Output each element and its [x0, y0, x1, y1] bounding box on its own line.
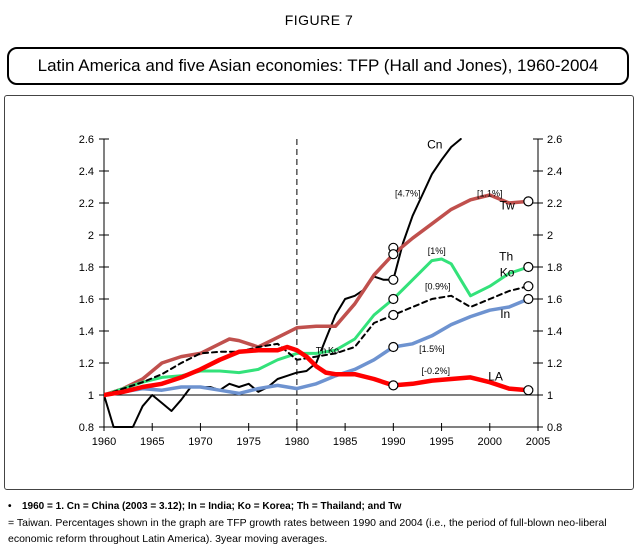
x-tick-label: 1990 — [381, 436, 405, 448]
y-tick-label-right: 2 — [547, 230, 553, 242]
y-tick-label-left: 1.2 — [79, 358, 94, 370]
data-marker-la — [523, 385, 534, 396]
data-marker-ko — [388, 309, 399, 321]
x-tick-label: 1975 — [236, 436, 260, 448]
annotation-label: Tw — [499, 198, 515, 212]
footnote-line-1-text: 1960 = 1. Cn = China (2003 = 3.12); In =… — [22, 501, 402, 512]
annotation-label: In — [500, 307, 510, 321]
x-tick-label: 1980 — [285, 436, 309, 448]
x-tick-label: 1995 — [429, 436, 453, 448]
x-tick-label: 2000 — [478, 436, 502, 448]
annotation-label: Th — [316, 345, 327, 355]
y-tick-label-left: 1.4 — [79, 326, 94, 338]
series-line-ko — [104, 285, 530, 396]
annotation-label: Ko — [328, 345, 339, 355]
annotation-label: [1.1%] — [477, 189, 503, 199]
data-marker-la — [388, 380, 399, 391]
y-tick-label-right: 1.6 — [547, 294, 562, 306]
y-tick-label-right: 1.8 — [547, 262, 562, 274]
data-marker-in — [523, 293, 534, 305]
y-tick-label-right: 2.6 — [547, 134, 562, 146]
footnote-line-2: = Taiwan. Percentages shown in the graph… — [8, 517, 607, 529]
y-tick-label-left: 2.6 — [79, 134, 94, 146]
series-line-in — [104, 297, 531, 397]
annotation-label: LA — [488, 370, 503, 384]
y-tick-label-right: 1 — [547, 390, 553, 402]
annotation-label: [-0.2%] — [422, 366, 451, 376]
chart-frame: 0.8 0.8 1 1 1.2 1.2 1.4 1.4 1.6 1.6 1.8 1.8 2 2 2.2 2.2… — [4, 95, 634, 490]
annotation-label: Cn — [427, 138, 442, 152]
annotation-label: [1%] — [428, 246, 446, 256]
y-tick-label-right: 2.2 — [547, 198, 562, 210]
data-marker-tw — [388, 249, 399, 260]
annotation-label: [0.9%] — [425, 281, 451, 291]
data-marker-cn — [388, 274, 399, 285]
data-marker-tw — [523, 196, 534, 207]
y-tick-label-right: 1.4 — [547, 326, 562, 338]
figure-label: FIGURE 7 — [284, 12, 354, 28]
footnote-line-3: economic reform throughout Latin America… — [8, 533, 328, 545]
chart-svg: 0.8 0.8 1 1 1.2 1.2 1.4 1.4 1.6 1.6 1.8 1.8 2 2 2.2 2.2… — [79, 134, 563, 448]
data-marker-th — [388, 293, 399, 305]
y-tick-label-left: 2.2 — [79, 198, 94, 210]
data-marker-th — [523, 261, 534, 273]
data-marker-in — [388, 341, 399, 353]
chart-title: Latin America and five Asian economies: … — [7, 47, 629, 85]
annotation-label: [1.5%] — [419, 344, 445, 354]
y-tick-label-right: 1.2 — [547, 358, 562, 370]
y-tick-label-left: 1 — [88, 390, 94, 402]
y-tick-label-left: 0.8 — [79, 422, 94, 434]
series-line-la — [104, 344, 531, 398]
x-tick-label: 1960 — [92, 436, 116, 448]
footnotes: • 1960 = 1. Cn = China (2003 = 3.12); In … — [8, 499, 632, 547]
x-tick-label: 1970 — [188, 436, 212, 448]
x-tick-label: 2005 — [526, 436, 550, 448]
y-tick-label-left: 2 — [88, 230, 94, 242]
x-tick-label: 1985 — [333, 436, 357, 448]
y-tick-label-left: 1.6 — [79, 294, 94, 306]
annotation-label: [4.7%] — [395, 189, 421, 199]
annotation-label: Ko — [500, 266, 515, 280]
x-tick-label: 1965 — [140, 436, 164, 448]
y-tick-label-left: 1.8 — [79, 262, 94, 274]
annotation-label: Th — [499, 250, 513, 264]
footnote-line-1: • 1960 = 1. Cn = China (2003 = 3.12); In … — [8, 499, 632, 515]
y-tick-label-right: 0.8 — [547, 422, 562, 434]
series-line-tw — [104, 193, 531, 397]
y-tick-label-left: 2.4 — [79, 166, 94, 178]
y-tick-label-right: 2.4 — [547, 166, 562, 178]
bullet-icon: • — [8, 501, 12, 512]
data-marker-ko — [523, 281, 534, 292]
